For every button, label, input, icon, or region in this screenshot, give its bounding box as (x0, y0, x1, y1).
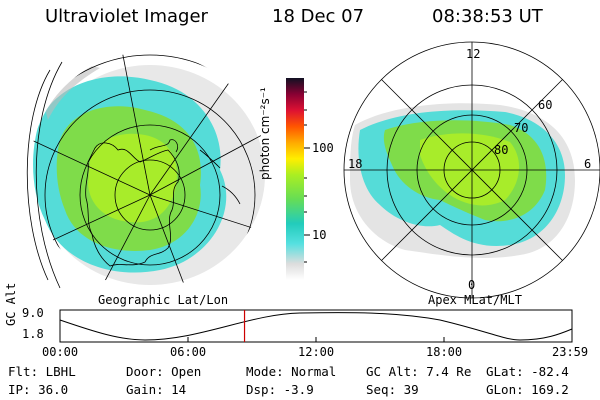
colorbar-tick-100: 100 (312, 141, 334, 155)
seq-info: Seq: 39 (366, 382, 419, 397)
outer-lat-arcs (26, 61, 63, 289)
lat-label-70: 70 (514, 121, 529, 135)
mlt-label-18: 18 (348, 157, 363, 171)
left-panel-caption: Geographic Lat/Lon (98, 293, 229, 307)
mlt-label-6: 6 (584, 157, 592, 171)
altitude-ytick-min: 1.8 (22, 327, 44, 341)
altitude-xtick-2: 12:00 (298, 345, 335, 359)
colorbar-tick-10: 10 (312, 228, 327, 242)
colorbar-gradient (286, 78, 304, 280)
date-label: 18 Dec 07 (272, 6, 365, 27)
lat-label-60: 60 (538, 98, 553, 112)
polar-image (350, 103, 575, 258)
altitude-ylabel: GC Alt (4, 282, 18, 326)
mlt-label-0: 0 (468, 278, 476, 292)
gain-info: Gain: 14 (126, 382, 187, 397)
lat-label-80: 80 (494, 143, 509, 157)
right-panel-caption: Apex MLat/MLT (428, 293, 522, 307)
altitude-xtick-4: 23:59 (552, 345, 589, 359)
altitude-x-ticks (59, 337, 573, 342)
lat-circles (30, 54, 266, 288)
colorbar-ticks (304, 91, 310, 263)
continent-outline (85, 142, 180, 267)
time-label: 08:38:53 UT (432, 6, 543, 27)
altitude-xtick-0: 00:00 (42, 345, 79, 359)
mlt-label-12: 12 (466, 47, 481, 61)
altitude-ytick-max: 9.0 (22, 306, 44, 320)
mode-info: Mode: Normal (246, 364, 337, 379)
dsp-info: Dsp: -3.9 (246, 382, 314, 397)
gc-alt-info: GC Alt: 7.4 Re (366, 364, 472, 379)
instrument-title: Ultraviolet Imager (45, 6, 208, 27)
altitude-xtick-3: 18:00 (426, 345, 463, 359)
glon-info: GLon: 169.2 (486, 382, 569, 397)
glat-info: GLat: -82.4 (486, 364, 569, 379)
altitude-xtick-1: 06:00 (170, 345, 207, 359)
door-info: Door: Open (126, 364, 202, 379)
altitude-curve (59, 312, 573, 341)
geographic-image (30, 52, 266, 288)
colorbar-unit-label: photon cm⁻²s⁻¹ (258, 87, 272, 180)
ip-info: IP: 36.0 (8, 382, 69, 397)
filter-info: Flt: LBHL (8, 364, 76, 379)
polar-grid (343, 41, 600, 299)
aurora-core (88, 133, 177, 223)
